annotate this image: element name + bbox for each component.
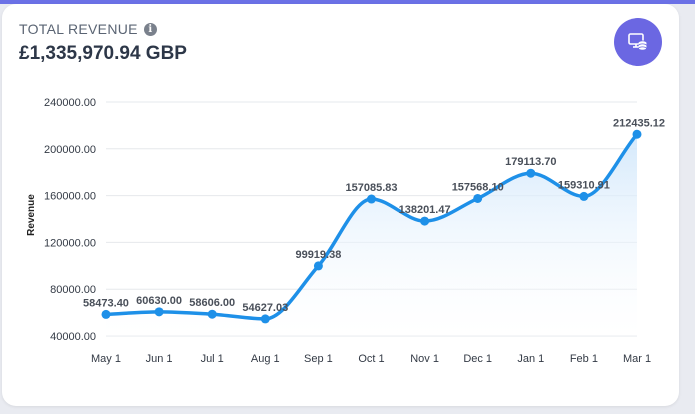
- x-tick-label: Jan 1: [517, 353, 544, 365]
- data-points: [101, 129, 642, 324]
- monitor-coins-icon: [628, 33, 647, 51]
- x-axis: May 1 Jun 1 Jul 1 Aug 1 Sep 1 Oct 1 Nov 1 Dec 1…: [91, 353, 651, 365]
- data-label: 159310.91: [558, 179, 610, 191]
- data-label: 157085.83: [346, 182, 398, 194]
- x-tick-label: May 1: [91, 353, 121, 365]
- data-point[interactable]: [632, 129, 642, 139]
- data-point[interactable]: [260, 314, 270, 324]
- y-tick-label: 200000.00: [44, 144, 96, 156]
- total-amount: £1,335,970.94 GBP: [19, 43, 187, 64]
- data-label: 157568.10: [452, 181, 504, 193]
- y-tick-label: 120000.00: [44, 237, 96, 249]
- x-tick-label: Oct 1: [358, 353, 384, 365]
- data-point[interactable]: [101, 309, 111, 319]
- data-label: 179113.70: [505, 156, 556, 168]
- revenue-area: [106, 134, 637, 336]
- info-icon[interactable]: i: [143, 22, 157, 36]
- x-tick-label: Jun 1: [146, 353, 173, 365]
- data-label: 99919.38: [295, 249, 341, 261]
- x-tick-label: Dec 1: [463, 353, 492, 365]
- y-tick-label: 40000.00: [50, 331, 96, 343]
- data-point[interactable]: [420, 216, 430, 226]
- data-label: 58473.40: [83, 297, 129, 309]
- x-tick-label: Aug 1: [251, 353, 280, 365]
- data-point[interactable]: [526, 168, 536, 178]
- x-tick-label: Feb 1: [570, 353, 598, 365]
- y-axis: 40000.00 80000.00 120000.00 160000.00 200000…: [44, 97, 96, 343]
- data-label: 138201.47: [399, 204, 451, 216]
- revenue-card: TOTAL REVENUE i £1,335,970.94 GBP: [2, 4, 679, 406]
- data-labels: 58473.40 60630.00 58606.00 54627.03 99919.38…: [83, 117, 665, 314]
- card-header: TOTAL REVENUE i: [19, 21, 157, 37]
- y-tick-label: 80000.00: [50, 284, 96, 296]
- y-tick-label: 160000.00: [44, 191, 96, 203]
- y-axis-title: Revenue: [26, 194, 37, 236]
- data-point[interactable]: [473, 193, 483, 203]
- x-tick-label: Nov 1: [410, 353, 439, 365]
- x-tick-label: Mar 1: [623, 353, 651, 365]
- x-tick-label: Sep 1: [304, 353, 333, 365]
- top-accent-strip: [0, 0, 695, 4]
- data-label: 212435.12: [613, 117, 665, 129]
- revenue-action-button[interactable]: [614, 18, 662, 66]
- data-label: 58606.00: [189, 297, 235, 309]
- x-tick-label: Jul 1: [201, 353, 224, 365]
- y-tick-label: 240000.00: [44, 97, 96, 109]
- data-label: 54627.03: [242, 302, 288, 314]
- data-point[interactable]: [579, 191, 589, 201]
- data-label: 60630.00: [136, 295, 182, 307]
- card-title: TOTAL REVENUE: [19, 21, 138, 37]
- data-point[interactable]: [313, 261, 323, 271]
- data-point[interactable]: [207, 309, 217, 319]
- data-point[interactable]: [154, 307, 164, 317]
- data-point[interactable]: [367, 194, 376, 204]
